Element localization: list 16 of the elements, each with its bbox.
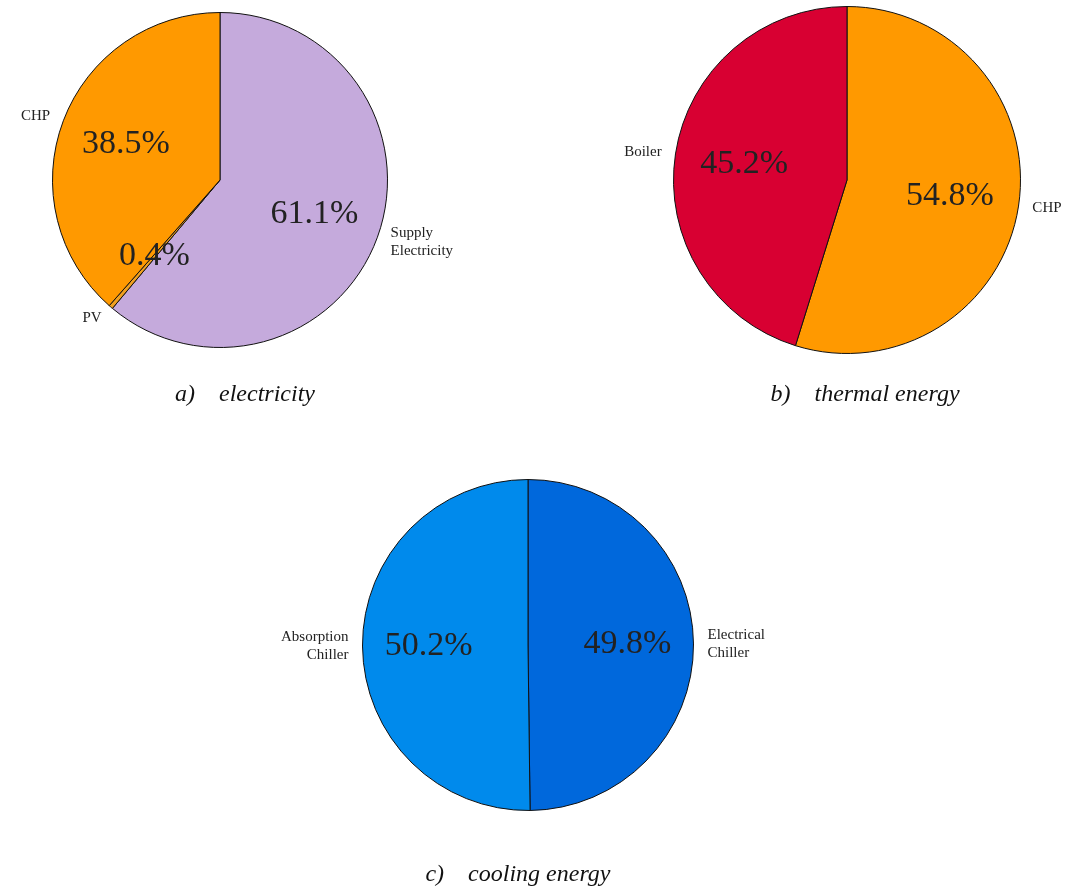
slice-label: Boiler	[624, 142, 662, 159]
slice-label: CHP	[21, 106, 51, 123]
data-label: 38.5%	[82, 123, 170, 161]
data-label: 50.2%	[384, 624, 473, 662]
data-label: 61.1%	[270, 193, 359, 231]
text: c) cooling energy	[424, 860, 612, 886]
data-label: 54.8%	[906, 174, 994, 212]
slice-label: Absorption Chiller	[281, 628, 349, 663]
slice-label: Electrical Chiller	[707, 625, 765, 660]
text: b) thermal energy	[769, 380, 961, 407]
slice-label: PV	[82, 308, 102, 325]
slice-label: CHP	[1032, 199, 1062, 216]
slice-label: Supply Electricity	[390, 223, 454, 258]
data-label: 49.8%	[583, 623, 672, 661]
data-label: 45.2%	[700, 143, 788, 181]
text: a) electricity	[174, 380, 316, 407]
